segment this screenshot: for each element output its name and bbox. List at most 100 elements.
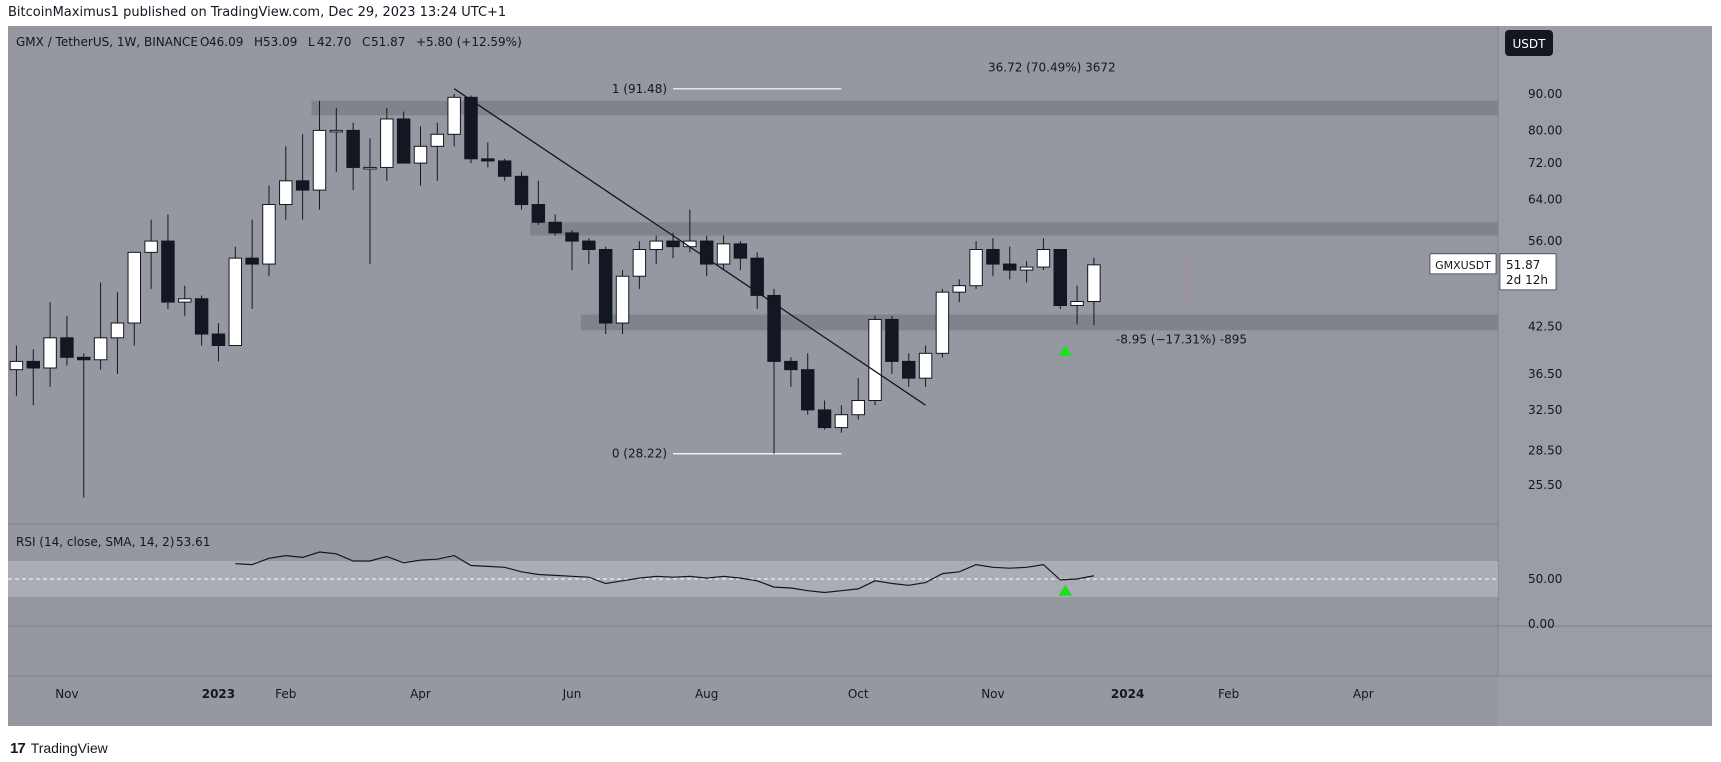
candle-body-63	[1070, 301, 1084, 306]
rsi-title: RSI (14, close, SMA, 14, 2)	[16, 535, 174, 549]
candle-body-27	[464, 96, 478, 160]
ohlc-value-1: 53.09	[263, 35, 297, 49]
candle-body-16	[279, 180, 293, 206]
candle-body-45	[767, 294, 781, 362]
candle-body-25	[430, 133, 445, 147]
tradingview-logo[interactable]: 17 TradingView	[10, 740, 108, 757]
price-scale-area[interactable]	[1498, 26, 1712, 726]
currency-badge[interactable]	[1505, 30, 1553, 56]
price-marker-triangle-0	[1058, 344, 1073, 356]
candle-body-9	[161, 240, 175, 303]
currency-badge-label: USDT	[1513, 37, 1547, 51]
candle-body-21	[363, 166, 377, 170]
price-chart[interactable]: 1 (91.48) 0 (28.22) 36.72 (70.49%) 3672 -8.…	[8, 26, 1712, 726]
candle-body-24	[413, 145, 428, 164]
candle-body-18	[312, 129, 327, 191]
publisher-bar: BitcoinMaximus1 published on TradingView…	[0, 0, 1721, 26]
candle-body-38	[649, 240, 663, 250]
candle-body-59	[1003, 263, 1017, 271]
price-tick-label-4: 56.00	[1528, 234, 1562, 248]
ohlc-change: +5.80 (+12.59%)	[416, 35, 522, 49]
candle-body-42	[716, 243, 731, 265]
candle-body-7	[127, 251, 142, 324]
rsi-last-value: 53.61	[176, 535, 210, 549]
candle-body-19	[329, 129, 344, 133]
ohlc-key-2: L	[308, 35, 315, 49]
price-tick-label-9: 25.50	[1528, 478, 1562, 492]
candle-body-50	[851, 399, 865, 416]
candle-body-28	[481, 158, 495, 162]
rsi-marker-triangle-0	[1058, 584, 1073, 596]
candle-body-46	[784, 360, 798, 371]
bar-countdown: 2d 12h	[1506, 273, 1548, 287]
candle-body-1	[26, 360, 40, 369]
measure-label-1: -8.95 (−17.31%) -895	[1116, 332, 1247, 346]
chart-background	[8, 26, 1712, 726]
candle-body-62	[1053, 248, 1067, 306]
candle-body-14	[245, 257, 259, 265]
resistance-zone-0	[311, 100, 1498, 116]
candle-body-57	[969, 248, 983, 287]
candle-body-23	[396, 118, 411, 164]
measure-label-0: 36.72 (70.49%) 3672	[988, 60, 1116, 74]
candle-body-6	[110, 322, 125, 339]
candle-body-4	[77, 356, 91, 361]
candle-body-39	[666, 240, 680, 248]
price-tick-label-2: 72.00	[1528, 156, 1562, 170]
candle-body-0	[9, 360, 24, 371]
price-tick-label-3: 64.00	[1528, 193, 1562, 207]
tradingview-logo-icon: 17	[10, 740, 26, 757]
time-tick-label-9: Feb	[1218, 687, 1239, 701]
candle-body-43	[733, 243, 748, 259]
ohlc-key-0: O	[200, 35, 209, 49]
candle-body-10	[178, 298, 192, 303]
candle-body-51	[868, 318, 882, 401]
resistance-zone-2	[580, 314, 1498, 331]
candle-body-20	[346, 129, 360, 168]
time-tick-label-0: Nov	[55, 687, 78, 701]
candle-body-44	[750, 257, 764, 296]
time-tick-label-6: Oct	[848, 687, 869, 701]
candle-body-55	[935, 291, 950, 354]
candle-body-17	[295, 180, 310, 191]
time-tick-label-2: Feb	[275, 687, 296, 701]
rsi-line	[235, 551, 1095, 594]
descending-trendline[interactable]	[453, 88, 926, 406]
candle-body-3	[60, 337, 74, 358]
candle-body-37	[632, 248, 647, 277]
time-tick-label-7: Nov	[981, 687, 1004, 701]
rsi-tick-label-0: 50.00	[1528, 572, 1562, 586]
time-tick-label-10: Apr	[1353, 687, 1374, 701]
symbol-price-tag-label: GMXUSDT	[1435, 259, 1491, 272]
last-price-tag[interactable]	[1499, 253, 1557, 291]
time-tick-label-5: Aug	[695, 687, 718, 701]
candle-body-47	[800, 369, 815, 411]
candle-body-2	[43, 337, 57, 369]
ohlc-value-2: 42.70	[317, 35, 351, 49]
candle-body-35	[598, 248, 613, 324]
price-tick-label-5: 42.50	[1528, 320, 1562, 334]
ohlc-key-3: C	[362, 35, 370, 49]
chart-area[interactable]: 1 (91.48) 0 (28.22) 36.72 (70.49%) 3672 -8.…	[8, 26, 1712, 726]
candle-body-22	[380, 118, 394, 168]
ohlc-value-0: 46.09	[209, 35, 243, 49]
candle-body-61	[1036, 248, 1051, 268]
time-tick-label-8: 2024	[1111, 687, 1144, 701]
footer-bar: 17 TradingView	[0, 736, 1721, 762]
tradingview-brand: TradingView	[30, 740, 108, 756]
candle-body-34	[582, 240, 596, 250]
symbol-price-tag[interactable]	[1429, 253, 1497, 275]
candle-body-12	[211, 333, 226, 346]
candle-body-11	[194, 298, 209, 335]
candle-body-8	[144, 240, 158, 253]
candle-body-52	[885, 318, 899, 362]
price-tick-label-0: 90.00	[1528, 87, 1562, 101]
resistance-zone-1	[530, 222, 1498, 236]
candle-body-31	[531, 204, 546, 223]
publisher-text: BitcoinMaximus1 published on TradingView…	[8, 5, 507, 20]
price-tick-label-1: 80.00	[1528, 123, 1562, 137]
symbol-title: GMX / TetherUS, 1W, BINANCE	[16, 35, 198, 49]
candle-body-64	[1087, 264, 1101, 303]
candle-body-60	[1019, 266, 1034, 271]
time-tick-label-1: 2023	[202, 687, 235, 701]
